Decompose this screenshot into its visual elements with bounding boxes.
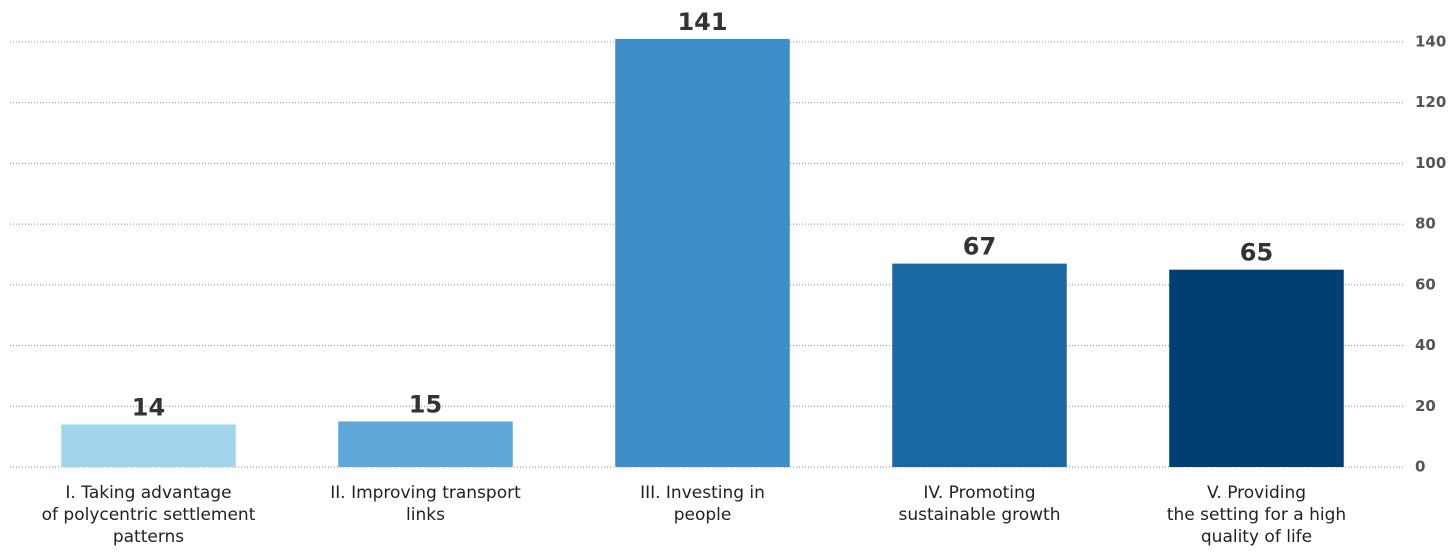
x-tick-label: I. Taking advantage: [65, 483, 231, 503]
chart: 0 20 40 60 80 100 120 140 14 I. Taking advantageo…: [0, 0, 1449, 557]
bar: [892, 264, 1067, 467]
x-tick-label: quality of life: [1201, 527, 1312, 547]
y-tick-label: 60: [1415, 275, 1436, 293]
x-tick-label: IV. Promoting: [923, 483, 1035, 503]
bar: [615, 39, 790, 467]
y-tick-label: 120: [1415, 93, 1446, 111]
x-tick-label: of polycentric settlement: [42, 505, 256, 525]
bar: [338, 421, 513, 467]
y-tick-label: 80: [1415, 215, 1436, 233]
y-tick-label: 0: [1415, 458, 1425, 476]
bar: [61, 425, 236, 468]
x-tick-label: III. Investing in: [640, 483, 765, 503]
y-tick-label: 100: [1415, 154, 1446, 172]
x-tick-label: patterns: [113, 527, 184, 547]
value-label: 65: [1240, 239, 1273, 267]
y-tick-label: 140: [1415, 33, 1446, 51]
x-tick-label: links: [406, 505, 445, 525]
value-label: 141: [677, 8, 727, 36]
y-tick-label: 40: [1415, 336, 1436, 354]
value-label: 67: [963, 233, 996, 261]
y-tick-label: 20: [1415, 397, 1436, 415]
value-label: 15: [409, 390, 442, 418]
x-tick-label: people: [674, 505, 732, 525]
value-label: 14: [132, 394, 165, 422]
x-tick-label: V. Providing: [1207, 483, 1306, 503]
bar: [1169, 270, 1344, 467]
x-tick-label: the setting for a high: [1167, 505, 1346, 525]
x-tick-label: sustainable growth: [898, 505, 1060, 525]
x-tick-label: II. Improving transport: [330, 483, 521, 503]
